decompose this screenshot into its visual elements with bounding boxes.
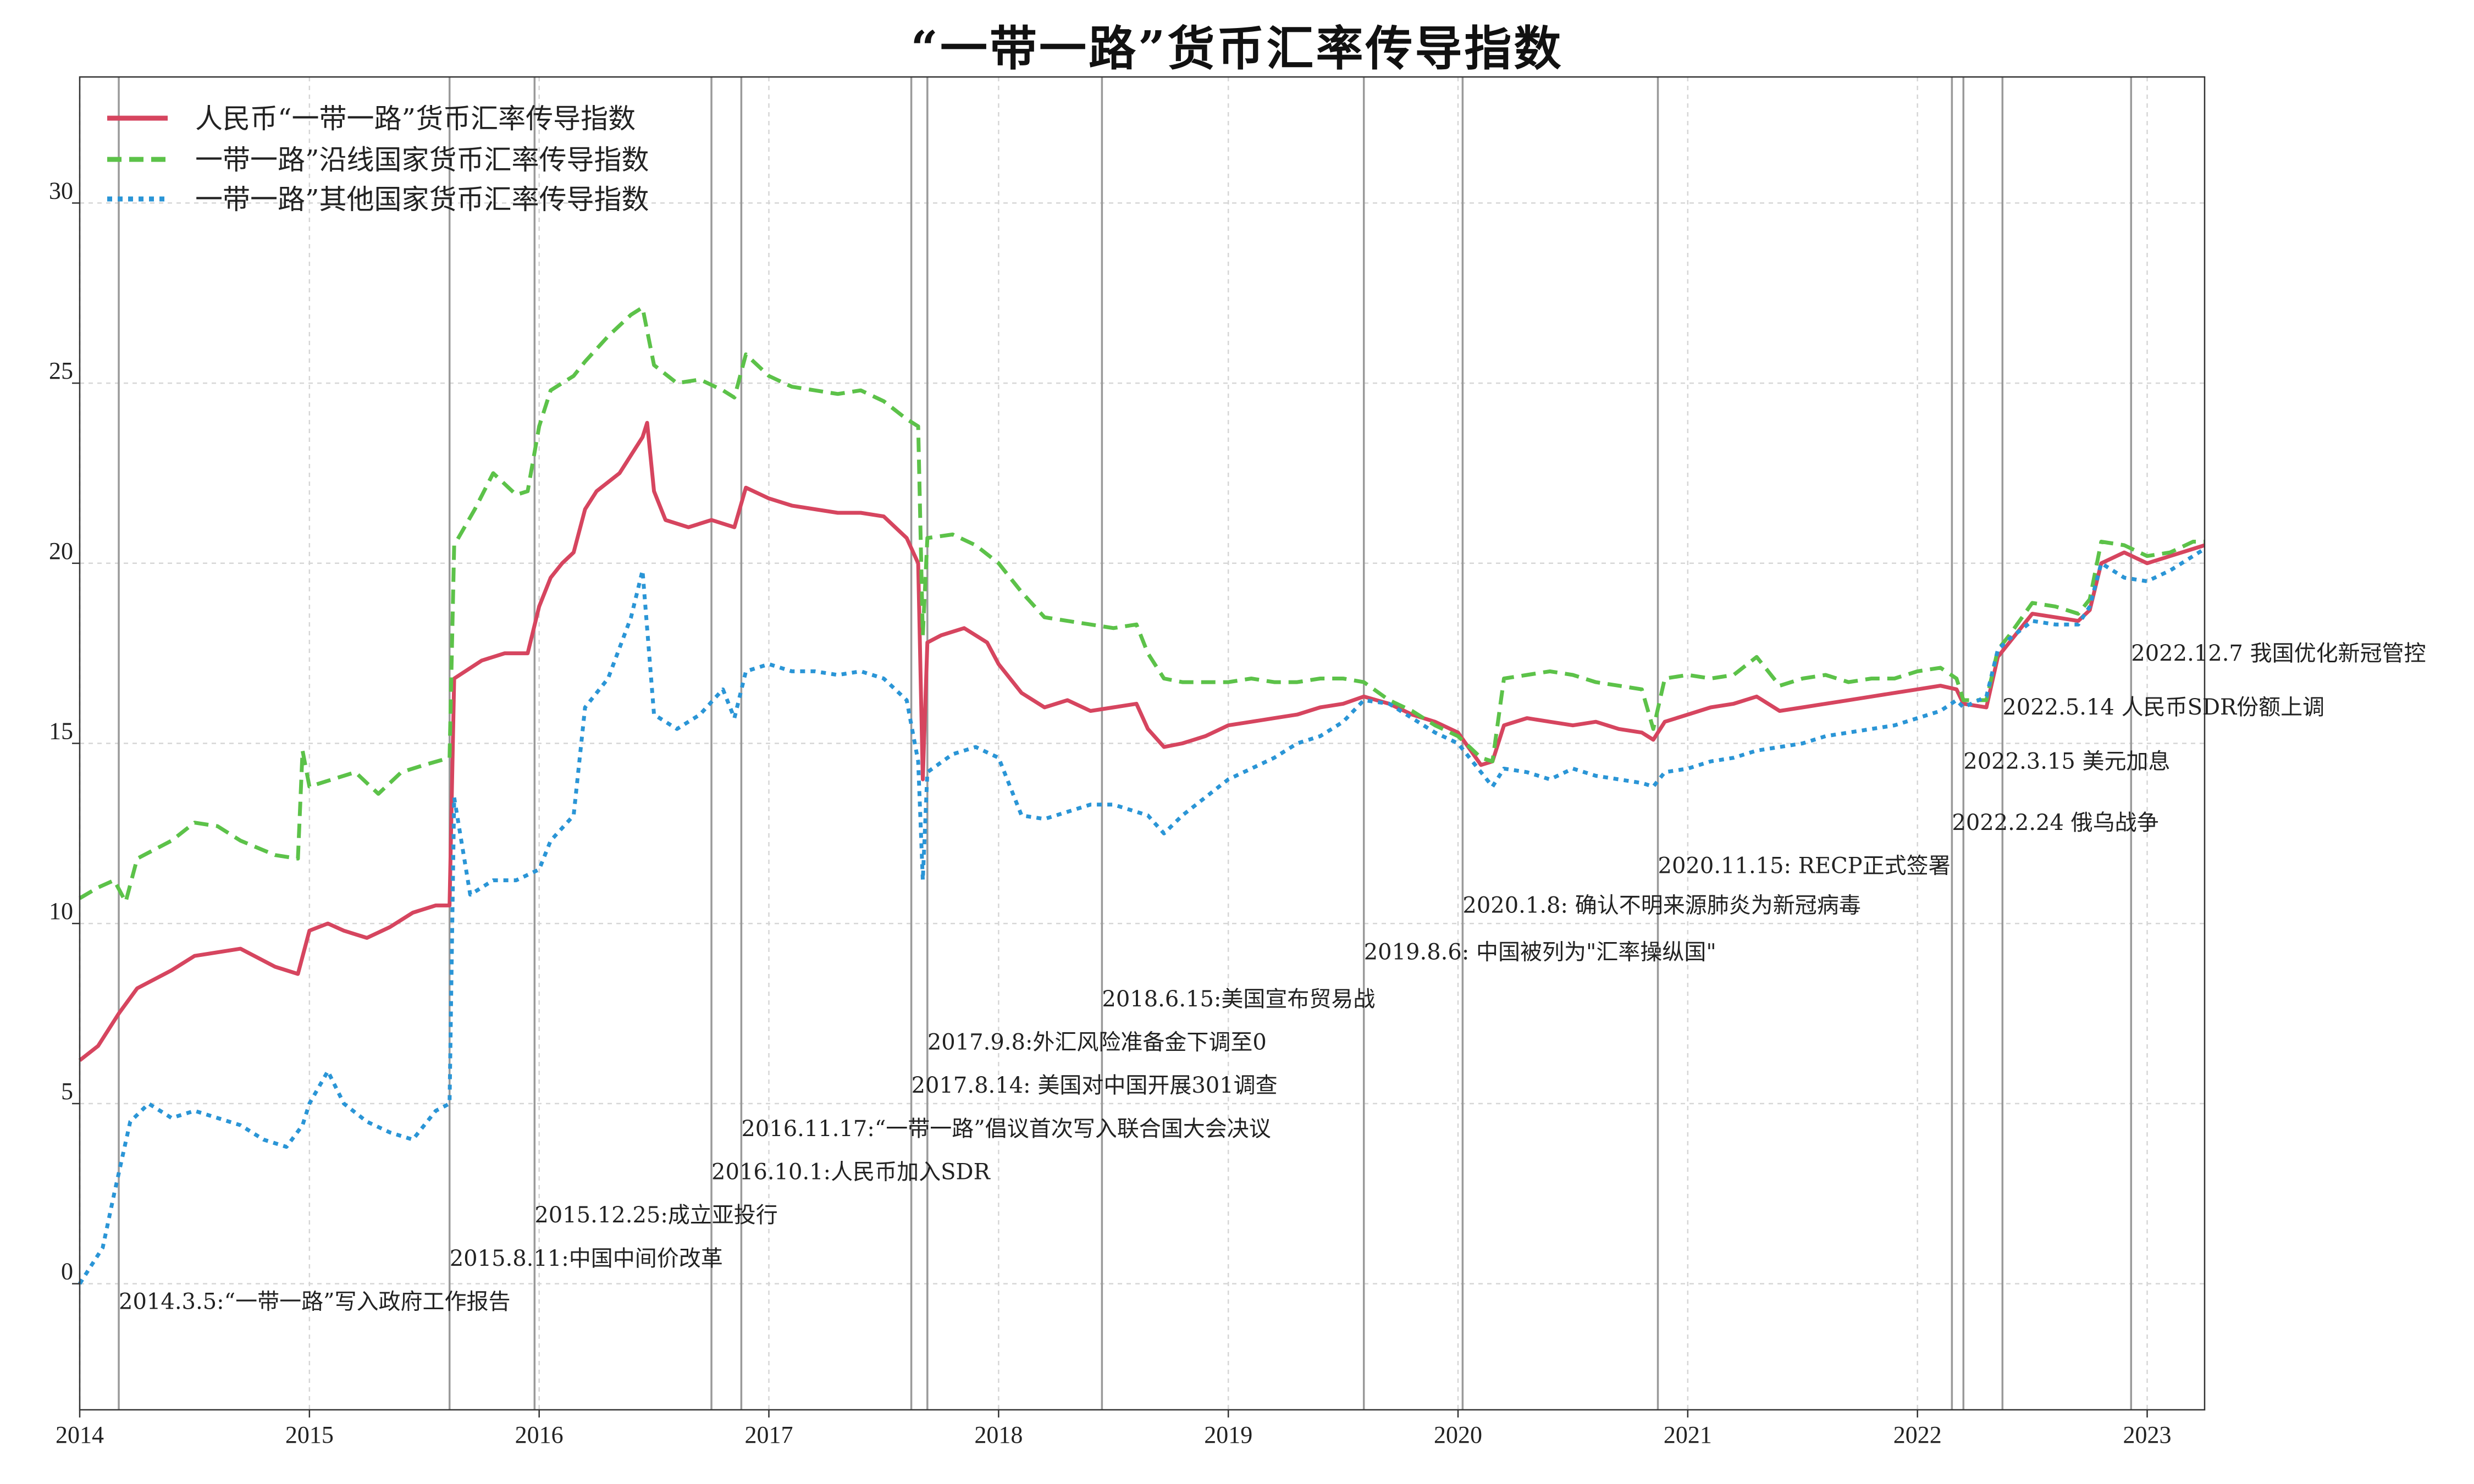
event-label: 2015.12.25:成立亚投行 <box>534 1203 777 1228</box>
grid-layer <box>79 77 2205 1410</box>
x-tick-label: 2021 <box>1664 1421 1712 1448</box>
event-label: 2022.12.7 我国优化新冠管控 <box>2131 641 2426 666</box>
event-label: 2015.8.11:中国中间价改革 <box>450 1246 723 1271</box>
ticks-layer: 0 5 10 15 20 25 30 2014 2015 2016 2017 2018 2019 2020… <box>49 177 2172 1448</box>
event-label: 2018.6.15:美国宣布贸易战 <box>1102 987 1375 1012</box>
x-tick-label: 2016 <box>515 1421 564 1448</box>
x-tick-label: 2017 <box>745 1421 793 1448</box>
event-label: 2016.11.17:“一带一路”倡议首次写入联合国大会决议 <box>741 1116 1271 1142</box>
x-tick-label: 2019 <box>1204 1421 1252 1448</box>
legend-label-series-2: 一带一路”沿线国家货币汇率传导指数 <box>195 144 649 176</box>
event-label: 2017.8.14: 美国对中国开展301调查 <box>912 1073 1278 1098</box>
legend: 人民币“一带一路”货币汇率传导指数 一带一路”沿线国家货币汇率传导指数 一带一路… <box>107 103 649 215</box>
event-label: 2020.11.15: RECP正式签署 <box>1658 853 1951 878</box>
event-lines-layer <box>118 77 2133 1410</box>
x-tick-label: 2018 <box>974 1421 1023 1448</box>
y-tick-label: 5 <box>61 1078 73 1105</box>
x-tick-label: 2023 <box>2123 1421 2172 1448</box>
y-tick-label: 25 <box>49 357 73 384</box>
x-tick-label: 2014 <box>56 1421 104 1448</box>
event-label: 2022.5.14 人民币SDR份额上调 <box>2002 695 2324 720</box>
series-line-2 <box>79 306 2205 904</box>
event-label: 2017.9.8:外汇风险准备金下调至0 <box>927 1030 1267 1055</box>
x-tick-label: 2020 <box>1434 1421 1482 1448</box>
event-label: 2022.3.15 美元加息 <box>1963 749 2170 774</box>
series-line-1 <box>78 420 2206 1062</box>
series-layer <box>78 306 2206 1285</box>
legend-label-series-3: 一带一路”其他国家货币汇率传导指数 <box>195 184 649 215</box>
series-line-3 <box>78 547 2206 1285</box>
event-label: 2016.10.1:人民币加入SDR <box>711 1160 991 1185</box>
y-tick-label: 15 <box>49 718 73 745</box>
annotation-layer: 2014.3.5:“一带一路”写入政府工作报告 2015.8.11:中国中间价改革… <box>119 641 2426 1315</box>
x-tick-label: 2015 <box>285 1421 334 1448</box>
x-tick-label: 2022 <box>1893 1421 1942 1448</box>
event-label: 2022.2.24 俄乌战争 <box>1952 810 2158 835</box>
y-tick-label: 0 <box>61 1258 73 1285</box>
y-tick-label: 10 <box>49 898 73 924</box>
event-label: 2019.8.6: 中国被列为"汇率操纵国" <box>1364 940 1716 965</box>
event-label: 2014.3.5:“一带一路”写入政府工作报告 <box>119 1289 511 1314</box>
y-tick-label: 20 <box>49 538 73 564</box>
chart-title: “一带一路”货币汇率传导指数 <box>910 21 1564 76</box>
event-label: 2020.1.8: 确认不明来源肺炎为新冠病毒 <box>1462 893 1860 918</box>
y-tick-label: 30 <box>49 177 73 204</box>
legend-label-series-1: 人民币“一带一路”货币汇率传导指数 <box>195 103 636 135</box>
